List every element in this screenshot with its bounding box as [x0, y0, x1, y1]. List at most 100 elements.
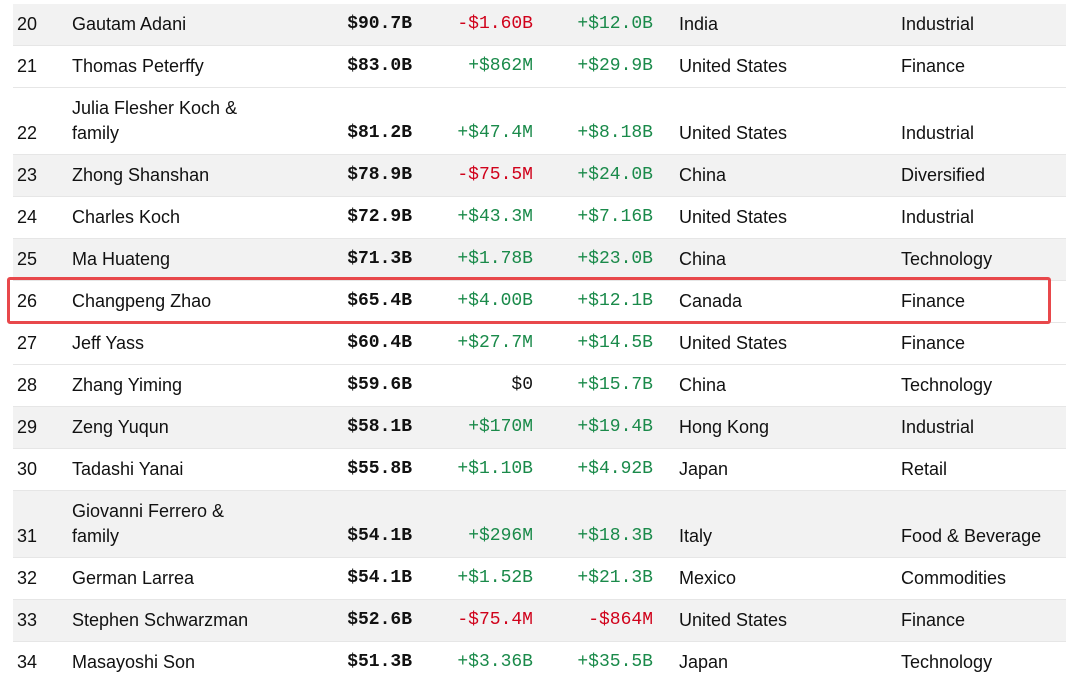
rank: 24	[17, 207, 38, 227]
net-worth-cell: $59.6B	[300, 365, 412, 407]
industry-cell: Finance	[901, 281, 1066, 323]
country: United States	[679, 610, 788, 630]
industry: Technology	[901, 652, 993, 672]
table-row: 33 Stephen Schwarzman $52.6B -$75.4M -$864M U…	[13, 599, 1066, 642]
industry: Industrial	[901, 123, 975, 143]
table-row: 20 Gautam Adani $90.7B -$1.60B +$12.0B India I…	[13, 4, 1066, 46]
ytd-change: +$18.3B	[577, 526, 653, 546]
industry-cell: Finance	[901, 46, 1066, 88]
ytd-change-cell: +$14.5B	[533, 323, 653, 365]
country-cell: China	[653, 155, 901, 197]
industry-cell: Diversified	[901, 155, 1066, 197]
last-change-cell: +$1.52B	[412, 558, 533, 600]
industry-cell: Technology	[901, 642, 1066, 676]
ytd-change-cell: +$7.16B	[533, 197, 653, 239]
last-change: +$3.36B	[457, 652, 533, 672]
country-cell: United States	[653, 88, 901, 155]
industry-cell: Industrial	[901, 88, 1066, 155]
ytd-change: +$14.5B	[577, 333, 653, 353]
ytd-change: +$8.18B	[577, 123, 653, 143]
last-change-cell: +$170M	[412, 407, 533, 449]
rank: 31	[17, 526, 38, 546]
table-row: 34 Masayoshi Son $51.3B +$3.36B +$35.5B Japan…	[13, 642, 1066, 676]
name-cell: Stephen Schwarzman	[72, 600, 300, 642]
rank-cell: 32	[13, 558, 72, 600]
country: United States	[679, 333, 788, 353]
net-worth: $72.9B	[347, 207, 412, 227]
net-worth: $90.7B	[347, 14, 412, 34]
net-worth-cell: $60.4B	[300, 323, 412, 365]
table-row: 26 Changpeng Zhao $65.4B +$4.00B +$12.1B Cana…	[13, 281, 1066, 323]
ytd-change-cell: +$12.0B	[533, 4, 653, 46]
ytd-change-cell: +$21.3B	[533, 558, 653, 600]
name: German Larrea	[72, 568, 195, 588]
rank: 23	[17, 165, 38, 185]
ytd-change: +$12.0B	[577, 14, 653, 34]
country-cell: China	[653, 239, 901, 281]
rank-cell: 29	[13, 407, 72, 449]
name-cell: Charles Koch	[72, 197, 300, 239]
ytd-change: +$7.16B	[577, 207, 653, 227]
last-change: -$75.5M	[457, 165, 533, 185]
table-row: 23 Zhong Shanshan $78.9B -$75.5M +$24.0B Chin…	[13, 154, 1066, 197]
table-row: 30 Tadashi Yanai $55.8B +$1.10B +$4.92B Japan…	[13, 449, 1066, 491]
net-worth-cell: $51.3B	[300, 642, 412, 676]
ytd-change: -$864M	[588, 610, 653, 630]
rank-cell: 27	[13, 323, 72, 365]
country: Italy	[679, 526, 713, 546]
rank: 22	[17, 123, 38, 143]
country: Hong Kong	[679, 417, 770, 437]
ytd-change: +$23.0B	[577, 249, 653, 269]
rank: 28	[17, 375, 38, 395]
rank: 30	[17, 459, 38, 479]
name-cell: Giovanni Ferrero & family	[72, 491, 300, 558]
last-change: $0	[511, 375, 533, 395]
name-cell: Zhang Yiming	[72, 365, 300, 407]
name-cell: Changpeng Zhao	[72, 281, 300, 323]
industry: Finance	[901, 291, 966, 311]
industry: Technology	[901, 375, 993, 395]
rank-cell: 34	[13, 642, 72, 676]
industry: Industrial	[901, 207, 975, 227]
country: Mexico	[679, 568, 737, 588]
country: Japan	[679, 652, 729, 672]
name-cell: Jeff Yass	[72, 323, 300, 365]
rank: 26	[17, 291, 38, 311]
rank: 27	[17, 333, 38, 353]
table-body: 20 Gautam Adani $90.7B -$1.60B +$12.0B India I…	[13, 4, 1066, 676]
name: Tadashi Yanai	[72, 459, 184, 479]
net-worth-cell: $65.4B	[300, 281, 412, 323]
country: United States	[679, 56, 788, 76]
net-worth: $81.2B	[347, 123, 412, 143]
industry-cell: Finance	[901, 323, 1066, 365]
last-change: +$43.3M	[457, 207, 533, 227]
ytd-change-cell: +$19.4B	[533, 407, 653, 449]
ytd-change-cell: +$29.9B	[533, 46, 653, 88]
industry-cell: Industrial	[901, 4, 1066, 46]
last-change: +$47.4M	[457, 123, 533, 143]
rank-cell: 33	[13, 600, 72, 642]
rank-cell: 20	[13, 4, 72, 46]
net-worth-cell: $81.2B	[300, 88, 412, 155]
country-cell: Italy	[653, 491, 901, 558]
country: United States	[679, 207, 788, 227]
ytd-change: +$19.4B	[577, 417, 653, 437]
ytd-change: +$29.9B	[577, 56, 653, 76]
name: Julia Flesher Koch & family	[72, 98, 238, 143]
table-row: 24 Charles Koch $72.9B +$43.3M +$7.16B United…	[13, 197, 1066, 239]
rank-cell: 22	[13, 88, 72, 155]
country: India	[679, 14, 719, 34]
name-cell: Gautam Adani	[72, 4, 300, 46]
last-change-cell: +$47.4M	[412, 88, 533, 155]
industry-cell: Finance	[901, 600, 1066, 642]
last-change: -$1.60B	[457, 14, 533, 34]
table-row: 21 Thomas Peterffy $83.0B +$862M +$29.9B Unit…	[13, 46, 1066, 88]
last-change-cell: +$1.10B	[412, 449, 533, 491]
country-cell: United States	[653, 46, 901, 88]
name-cell: Tadashi Yanai	[72, 449, 300, 491]
industry: Industrial	[901, 14, 975, 34]
last-change-cell: +$3.36B	[412, 642, 533, 676]
ytd-change: +$35.5B	[577, 652, 653, 672]
name: Gautam Adani	[72, 14, 187, 34]
